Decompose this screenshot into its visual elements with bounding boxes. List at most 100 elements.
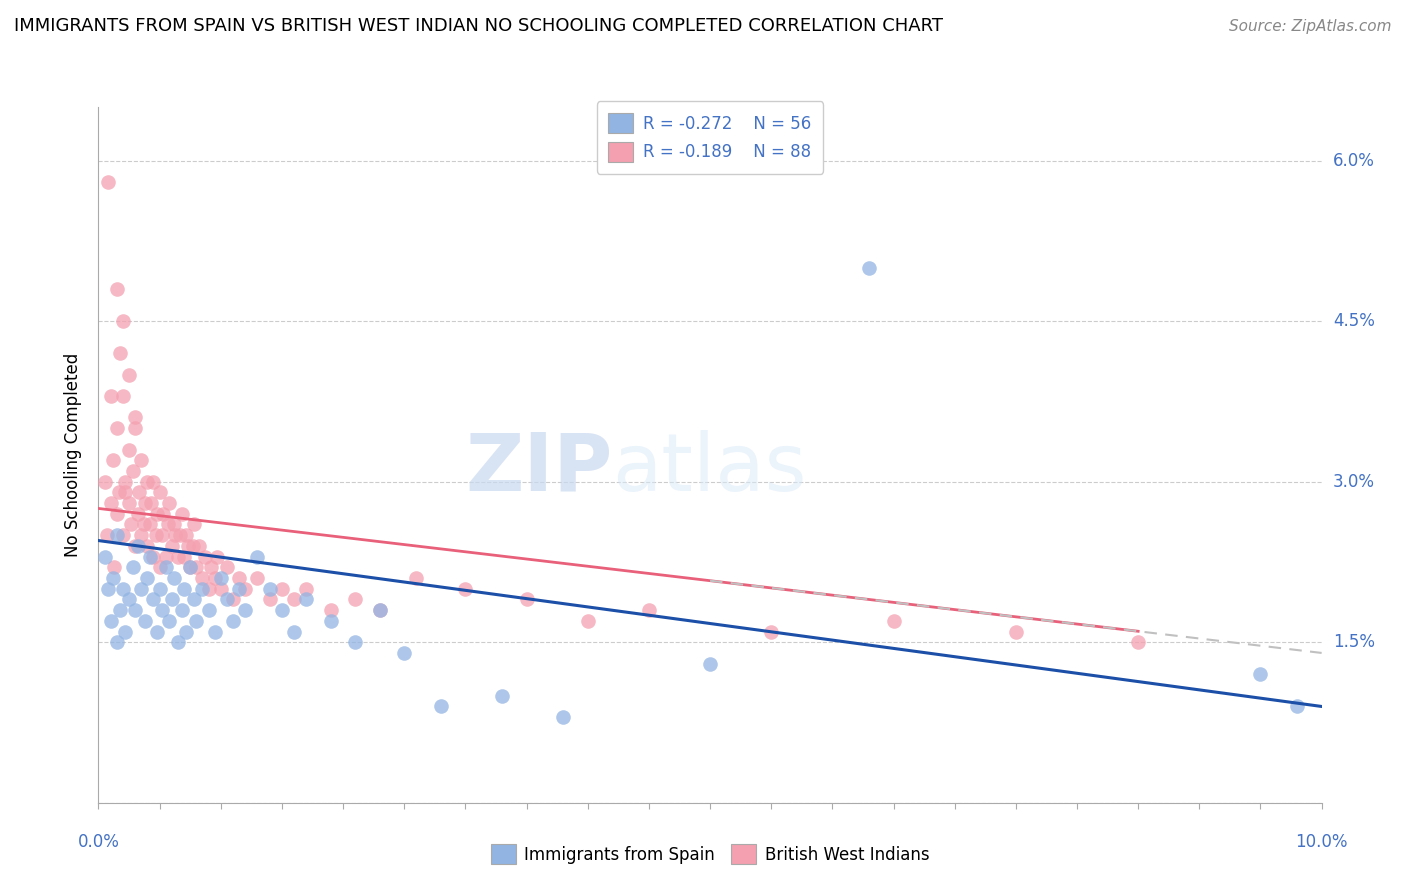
Point bbox=[319, 614, 342, 628]
Point bbox=[169, 528, 191, 542]
Point bbox=[111, 314, 134, 328]
Point bbox=[129, 528, 152, 542]
Point bbox=[173, 582, 195, 596]
Text: 3.0%: 3.0% bbox=[1333, 473, 1375, 491]
Point bbox=[205, 549, 228, 564]
Point bbox=[105, 282, 128, 296]
Point bbox=[1250, 667, 1272, 681]
Point bbox=[152, 507, 174, 521]
Legend: Immigrants from Spain, British West Indians: Immigrants from Spain, British West Indi… bbox=[484, 838, 936, 871]
Point bbox=[637, 603, 661, 617]
Text: IMMIGRANTS FROM SPAIN VS BRITISH WEST INDIAN NO SCHOOLING COMPLETED CORRELATION : IMMIGRANTS FROM SPAIN VS BRITISH WEST IN… bbox=[14, 17, 943, 35]
Point bbox=[209, 582, 232, 596]
Point bbox=[270, 582, 294, 596]
Point bbox=[136, 475, 159, 489]
Point bbox=[204, 624, 226, 639]
Point bbox=[114, 475, 136, 489]
Point bbox=[108, 485, 131, 500]
Point bbox=[114, 624, 136, 639]
Point bbox=[430, 699, 453, 714]
Point bbox=[181, 539, 204, 553]
Point bbox=[157, 496, 180, 510]
Point bbox=[134, 496, 156, 510]
Point bbox=[197, 582, 219, 596]
Point bbox=[105, 528, 128, 542]
Point bbox=[246, 571, 269, 585]
Point bbox=[233, 582, 256, 596]
Point bbox=[134, 614, 156, 628]
Point bbox=[259, 582, 281, 596]
Point bbox=[129, 582, 152, 596]
Text: 10.0%: 10.0% bbox=[1295, 833, 1348, 851]
Point bbox=[142, 592, 165, 607]
Point bbox=[209, 571, 232, 585]
Point bbox=[150, 528, 173, 542]
Point bbox=[295, 592, 318, 607]
Point bbox=[101, 453, 124, 467]
Point bbox=[177, 539, 200, 553]
Point bbox=[215, 592, 238, 607]
Point bbox=[368, 603, 391, 617]
Text: 4.5%: 4.5% bbox=[1333, 312, 1375, 330]
Point bbox=[163, 571, 186, 585]
Point bbox=[155, 560, 177, 574]
Point bbox=[699, 657, 721, 671]
Point bbox=[1004, 624, 1026, 639]
Point bbox=[105, 507, 128, 521]
Point bbox=[222, 592, 245, 607]
Text: atlas: atlas bbox=[612, 430, 807, 508]
Point bbox=[183, 517, 205, 532]
Point bbox=[344, 635, 367, 649]
Point bbox=[97, 582, 120, 596]
Point bbox=[233, 603, 256, 617]
Point bbox=[176, 528, 198, 542]
Point bbox=[111, 389, 134, 403]
Point bbox=[170, 507, 193, 521]
Point bbox=[157, 614, 180, 628]
Point bbox=[186, 614, 208, 628]
Point bbox=[200, 560, 222, 574]
Text: 1.5%: 1.5% bbox=[1333, 633, 1375, 651]
Point bbox=[167, 549, 190, 564]
Point bbox=[93, 549, 115, 564]
Point bbox=[1286, 699, 1309, 714]
Point bbox=[179, 560, 201, 574]
Point bbox=[344, 592, 367, 607]
Point bbox=[110, 346, 132, 360]
Point bbox=[149, 560, 172, 574]
Point bbox=[121, 560, 143, 574]
Point bbox=[283, 592, 305, 607]
Point bbox=[368, 603, 391, 617]
Point bbox=[120, 517, 142, 532]
Point bbox=[197, 603, 219, 617]
Text: ZIP: ZIP bbox=[465, 430, 612, 508]
Point bbox=[295, 582, 318, 596]
Point bbox=[128, 485, 150, 500]
Point bbox=[392, 646, 416, 660]
Point bbox=[142, 549, 165, 564]
Point bbox=[191, 582, 214, 596]
Point bbox=[215, 560, 238, 574]
Point bbox=[142, 475, 165, 489]
Point bbox=[270, 603, 294, 617]
Point bbox=[145, 528, 167, 542]
Point bbox=[139, 549, 162, 564]
Point bbox=[576, 614, 599, 628]
Point bbox=[228, 582, 250, 596]
Point bbox=[204, 571, 226, 585]
Point bbox=[124, 539, 146, 553]
Point bbox=[176, 624, 198, 639]
Point bbox=[118, 496, 141, 510]
Point bbox=[139, 517, 162, 532]
Point bbox=[319, 603, 342, 617]
Point bbox=[127, 507, 149, 521]
Point bbox=[96, 528, 118, 542]
Point bbox=[186, 560, 208, 574]
Point bbox=[127, 539, 149, 553]
Point bbox=[173, 549, 195, 564]
Point bbox=[1128, 635, 1150, 649]
Text: Source: ZipAtlas.com: Source: ZipAtlas.com bbox=[1229, 20, 1392, 34]
Point bbox=[167, 635, 190, 649]
Point bbox=[170, 603, 193, 617]
Point bbox=[101, 571, 124, 585]
